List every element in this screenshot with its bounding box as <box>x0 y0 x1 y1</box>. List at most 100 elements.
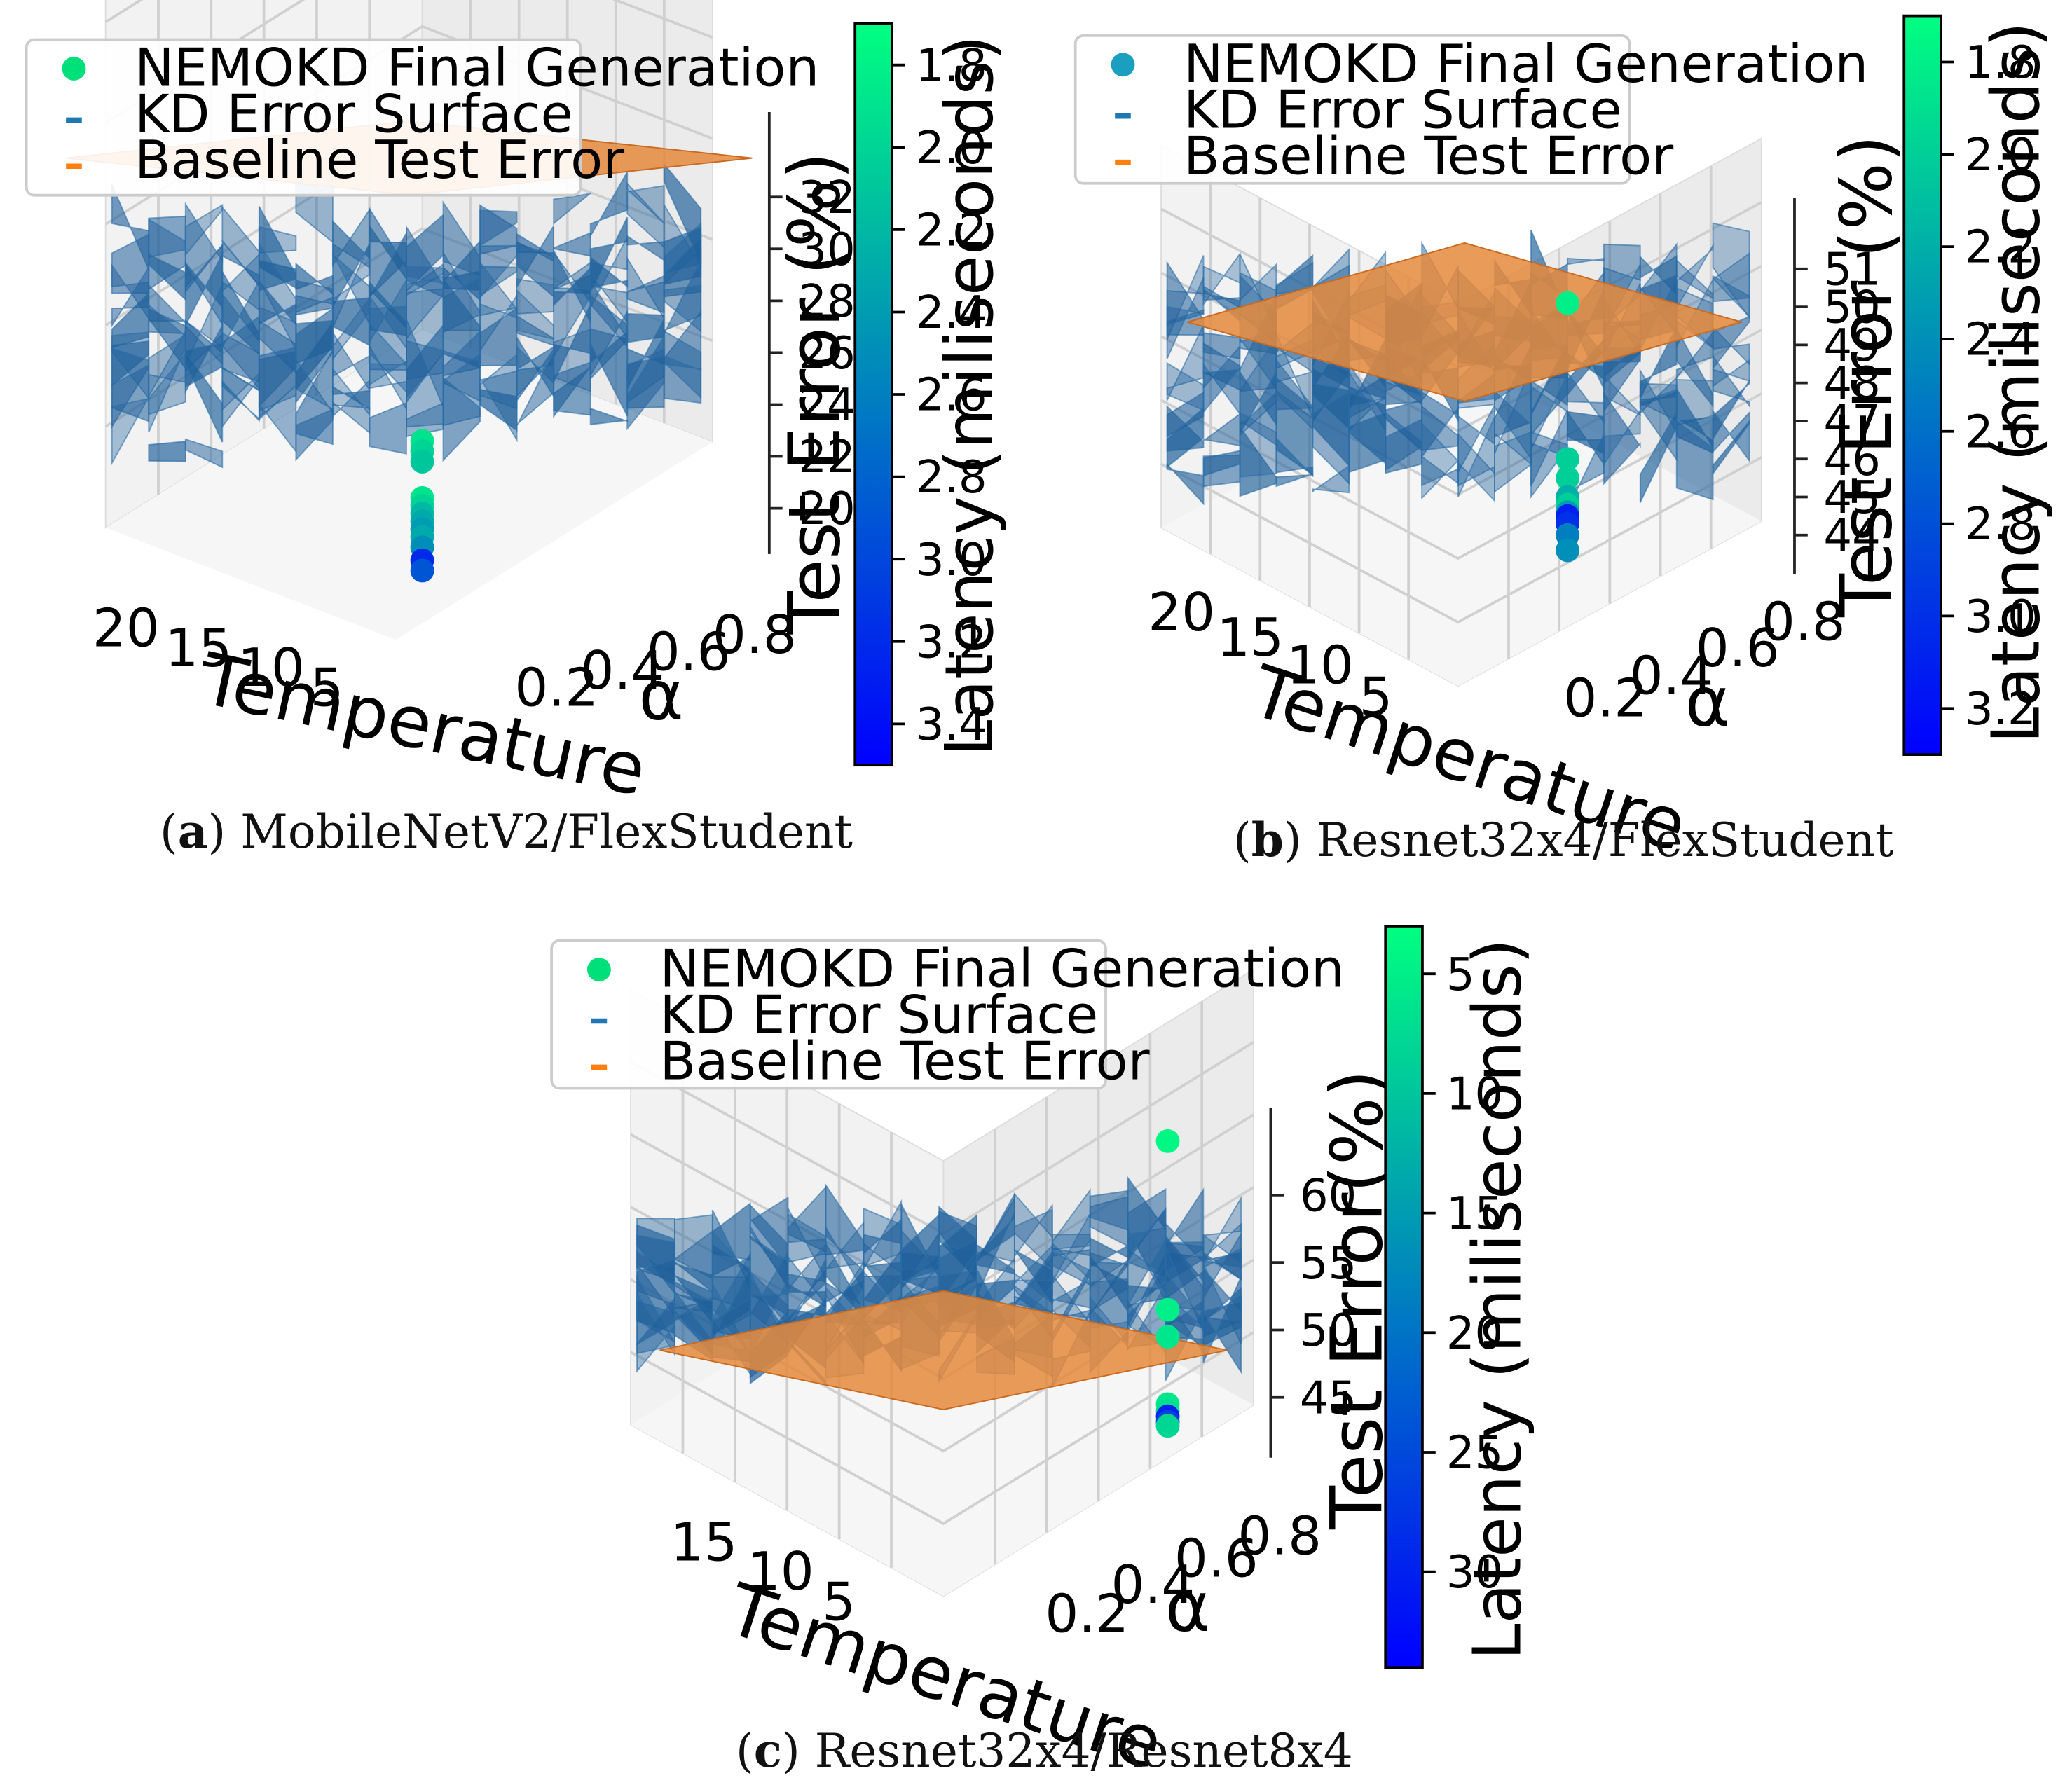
z-tick-label: 26 <box>798 328 855 380</box>
colorbar-tick-label: 2.2 <box>1965 222 2036 274</box>
colorbar-tick-label: 15 <box>1446 1188 1503 1240</box>
y-tick-label: 0.2 <box>514 656 598 718</box>
legend-label: NEMOKD Final Generation <box>135 36 819 98</box>
colorbar-label: Latency (miliseconds) <box>1460 939 1536 1660</box>
colorbar-tick-label: 3.0 <box>1965 591 2036 643</box>
x-tick-label: 15 <box>671 1512 738 1573</box>
legend-box <box>25 38 582 197</box>
colorbar <box>1902 14 1942 756</box>
y-tick-label: 0.2 <box>1045 1583 1129 1644</box>
y-tick-label: 0.8 <box>713 604 797 666</box>
kd-error-surface-facet <box>479 209 518 247</box>
colorbar-tick-label: 30 <box>1446 1547 1503 1599</box>
colorbar-tick-label: 20 <box>1446 1308 1503 1360</box>
kd-error-surface-facet <box>1712 275 1750 303</box>
x-tick-label: 5 <box>1359 666 1393 728</box>
nemokd-final-generation-point <box>410 450 434 474</box>
kd-error-surface-facet <box>1312 464 1350 494</box>
kd-error-surface-facet <box>184 350 224 443</box>
colorbar-tick-label: 10 <box>1446 1068 1503 1120</box>
x-tick-label: 5 <box>822 1571 856 1632</box>
kd-error-surface-facet <box>1166 462 1205 506</box>
y-tick-label: 0.6 <box>1174 1527 1258 1589</box>
z-tick-label: 44 <box>1823 510 1880 562</box>
kd-error-surface-facet <box>369 401 407 455</box>
kd-error-surface-facet <box>295 408 334 462</box>
z-tick-label: 47 <box>1823 397 1880 448</box>
legend-marker-nemokd <box>1111 53 1135 77</box>
colorbar-label: Latency (miliseconds) <box>1978 22 2054 743</box>
kd-error-surface-facet <box>626 275 665 314</box>
kd-error-surface-facet <box>1166 309 1205 326</box>
legend-marker-nemokd <box>62 56 86 81</box>
colorbar-tick-label: 2.4 <box>1965 315 2036 366</box>
kd-error-surface-facet <box>1202 332 1241 360</box>
z-tick-label: 48 <box>1823 358 1880 410</box>
colorbar-tick-label: 3.4 <box>916 699 987 751</box>
x-tick-label: 15 <box>1216 607 1284 668</box>
nemokd-final-generation-point <box>1556 538 1580 563</box>
colorbar-tick-label: 3.2 <box>1965 684 2036 736</box>
caption-b: (b) Resnet32x4/FlexStudent <box>1233 813 1894 867</box>
kd-error-surface-facet <box>1202 1247 1242 1281</box>
kd-error-surface-facet <box>1603 408 1641 467</box>
kd-error-surface-facet <box>148 440 186 462</box>
kd-error-surface-facet <box>442 376 481 462</box>
kd-error-surface-facet <box>1712 354 1750 408</box>
baseline-test-error-plane <box>659 1290 1228 1411</box>
legend-box <box>550 939 1107 1090</box>
kd-error-surface-facet <box>1675 420 1714 501</box>
x-tick-label: 5 <box>310 656 344 718</box>
x-tick-label: 20 <box>92 598 160 659</box>
kd-error-surface-facet <box>1202 454 1241 488</box>
nemokd-final-generation-point <box>410 558 434 583</box>
caption-a: (a) MobileNetV2/FlexStudent <box>160 804 853 859</box>
z-tick-label: 49 <box>1823 320 1880 372</box>
kd-error-surface-facet <box>1712 315 1750 371</box>
z-tick-label: 20 <box>798 483 855 535</box>
y-tick-label: 0.4 <box>1111 1554 1195 1615</box>
nemokd-final-generation-point <box>1155 1297 1180 1322</box>
colorbar-tick-label: 1.8 <box>916 40 987 92</box>
x-tick-label: 10 <box>238 637 305 698</box>
colorbar-tick-label: 3.2 <box>916 616 987 668</box>
caption-c: (c) Resnet32x4/Resnet8x4 <box>736 1723 1353 1778</box>
z-tick-label: 60 <box>1300 1170 1357 1222</box>
nemokd-final-generation-point <box>1556 291 1580 315</box>
z-tick-label: 50 <box>1823 282 1880 334</box>
legend-label: KD Error Surface <box>1184 79 1622 141</box>
colorbar-tick-label: 2.8 <box>1965 499 2036 551</box>
colorbar-tick-label: 2.4 <box>916 287 987 339</box>
y-axis-label: α <box>638 656 684 736</box>
gridline <box>1160 456 1762 624</box>
z-tick-label: 50 <box>1300 1305 1357 1357</box>
nemokd-final-generation-point <box>1155 1414 1180 1438</box>
y-axis-label: α <box>1685 663 1731 743</box>
z-axis-label: Test Error (%) <box>774 152 856 635</box>
z-tick-label: 46 <box>1823 434 1880 486</box>
kd-error-surface-facet <box>184 438 224 469</box>
x-tick-label: 15 <box>165 617 232 679</box>
colorbar-tick-label: 2.8 <box>916 452 987 504</box>
gridline <box>630 1331 1254 1526</box>
kd-error-surface-facet <box>1712 419 1750 476</box>
x-tick-label: 20 <box>1148 581 1215 643</box>
kd-error-surface-facet <box>1712 408 1750 463</box>
legend-box <box>1073 34 1631 185</box>
colorbar-tick-label: 25 <box>1446 1428 1503 1480</box>
z-tick-label: 22 <box>798 432 855 483</box>
y-tick-label: 0.6 <box>647 621 731 683</box>
nemokd-final-generation-point <box>1556 466 1580 490</box>
y-tick-label: 0.8 <box>1237 1505 1322 1566</box>
kd-error-surface-facet <box>553 191 591 226</box>
colorbar-tick-label: 2.6 <box>916 370 987 422</box>
colorbar-tick-label: 3.0 <box>916 535 987 586</box>
y-tick-label: 0.2 <box>1563 668 1647 729</box>
colorbar-tick-label: 2.2 <box>916 205 987 256</box>
z-tick-label: 55 <box>1300 1238 1357 1290</box>
legend-label: NEMOKD Final Generation <box>660 938 1345 1000</box>
z-tick-label: 32 <box>798 172 855 224</box>
kd-error-surface-facet <box>663 330 702 399</box>
